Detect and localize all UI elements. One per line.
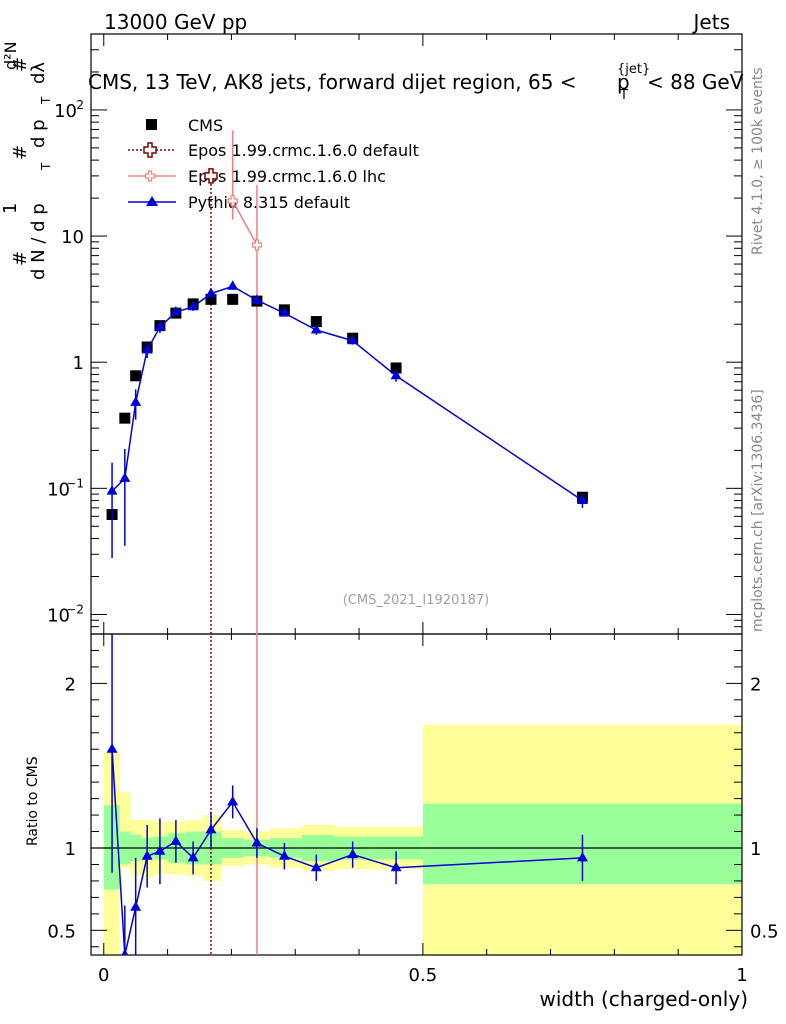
ylabel-d2n: d²N [1, 41, 20, 70]
watermark: (CMS_2021_I1920187) [343, 593, 490, 608]
ratio-band-outer [119, 792, 131, 868]
mcplots-label: mcplots.cern.ch [arXiv:1306.3436] [750, 389, 766, 632]
x-tick-label: 0.5 [409, 965, 438, 986]
pythia-marker [278, 307, 290, 317]
ylabel-hash-1: # [10, 251, 31, 266]
pythia-marker [106, 485, 118, 495]
pythia-marker [187, 300, 199, 311]
y-tick-label-ratio: 1 [65, 839, 76, 860]
ratio-pythia-marker [154, 845, 166, 855]
y-tick-label-exponent: 2 [76, 98, 84, 112]
y-tick-label: 10 [47, 479, 70, 500]
ylabel-dn-dpt: d N / d p [28, 203, 49, 280]
rivet-label: Rivet 4.1.0, ≥ 100k events [750, 67, 766, 255]
y-tick-label-exponent: −1 [66, 476, 84, 490]
y-axis-title-main: # 1 d N / d p T # d p T dλ # d²N [0, 41, 53, 280]
cms-data-point [310, 316, 322, 328]
y-tick-label: 10 [61, 227, 84, 248]
y-tick-label-ratio: 0.5 [47, 921, 76, 942]
pythia-line [111, 285, 583, 502]
pythia-marker [227, 280, 239, 290]
cms-data-point [390, 362, 402, 374]
pythia-marker [251, 294, 263, 304]
pythia-marker [310, 324, 322, 334]
header-energy: 13000 GeV pp [104, 10, 247, 34]
legend-marker-epos-lhc [144, 170, 156, 182]
ratio-pythia-marker [187, 851, 199, 862]
ylabel-t-sub-2: T [39, 96, 53, 105]
cms-data-point [205, 293, 217, 305]
legend-label-epos-default: Epos 1.99.crmc.1.6.0 default [188, 141, 419, 160]
ylabel-t-sub-1: T [39, 162, 53, 171]
title-p: p [617, 70, 630, 94]
chart-title: CMS, 13 TeV, AK8 jets, forward dijet reg… [88, 62, 744, 103]
ratio-series-group [106, 634, 588, 955]
epos-lhc-marker [227, 195, 238, 207]
pythia-marker [119, 472, 131, 482]
epos-default-marker [204, 168, 218, 184]
ylabel-d-lambda: dλ [28, 62, 49, 84]
y-tick-label: 10 [47, 605, 70, 626]
ratio-pythia-marker [576, 851, 588, 862]
ylabel-one: 1 [0, 203, 21, 214]
ratio-pythia-marker [106, 743, 118, 753]
ratio-axis-title: Ratio to CMS [25, 756, 41, 846]
pythia-marker [170, 306, 182, 316]
legend-marker-pythia [146, 196, 158, 206]
pythia-marker [130, 396, 142, 406]
legend-label-pythia: Pythia 8.315 default [188, 193, 350, 212]
ratio-frame [90, 633, 743, 956]
legend: CMS Epos 1.99.crmc.1.6.0 default Epos 1.… [128, 116, 419, 212]
ratio-pythia-marker [390, 861, 402, 872]
ratio-pythia-marker [347, 848, 359, 859]
ratio-pythia-marker [251, 837, 263, 847]
y-tick-label-ratio-right: 2 [750, 674, 761, 695]
cms-data-point [227, 293, 239, 305]
x-axis-title: width (charged-only) [540, 987, 748, 1011]
y-tick-label: 1 [73, 353, 84, 374]
ratio-pythia-marker [170, 835, 182, 845]
ratio-pythia-marker [130, 901, 142, 911]
ratio-pythia-marker [141, 850, 153, 860]
ratio-pythia-marker [121, 949, 129, 955]
x-tick-label: 0 [98, 965, 109, 986]
ratio-pythia-marker [310, 861, 322, 872]
ratio-pythia-marker [278, 850, 290, 860]
ratio-pythia-marker [205, 823, 217, 834]
epos-lhc-marker [251, 239, 263, 251]
y-tick-label-exponent: −2 [66, 602, 84, 616]
pythia-marker [390, 369, 402, 380]
ylabel-d-pt: d p [28, 119, 49, 148]
x-tick-label: 1 [736, 965, 747, 986]
pythia-marker [347, 334, 359, 345]
legend-label-epos-lhc: Epos 1.99.crmc.1.6.0 lhc [188, 167, 386, 186]
legend-marker-cms [146, 119, 157, 130]
ratio-pythia-marker [227, 795, 239, 806]
legend-label-cms: CMS [188, 116, 223, 135]
ylabel-hash-2: # [10, 145, 31, 160]
pythia-marker [205, 287, 217, 298]
title-superscript: {jet} [617, 62, 650, 77]
cms-data-point [119, 412, 131, 424]
y-tick-label-ratio-right: 1 [750, 839, 761, 860]
title-main: CMS, 13 TeV, AK8 jets, forward dijet reg… [88, 70, 577, 94]
y-tick-label-ratio: 2 [65, 674, 76, 695]
cms-data-point [130, 370, 142, 382]
ylabel-hash-3: # [10, 57, 31, 72]
legend-marker-epos-default [143, 142, 157, 158]
y-tick-label: 10 [54, 101, 77, 122]
y-tick-label-ratio-right: 0.5 [750, 921, 779, 942]
title-subscript: T [619, 88, 628, 103]
pythia-marker [154, 321, 166, 331]
title-tail: < 88 GeV [647, 70, 744, 94]
pythia-marker [576, 494, 588, 505]
header-category: Jets [692, 10, 730, 34]
pythia-marker [141, 343, 153, 354]
